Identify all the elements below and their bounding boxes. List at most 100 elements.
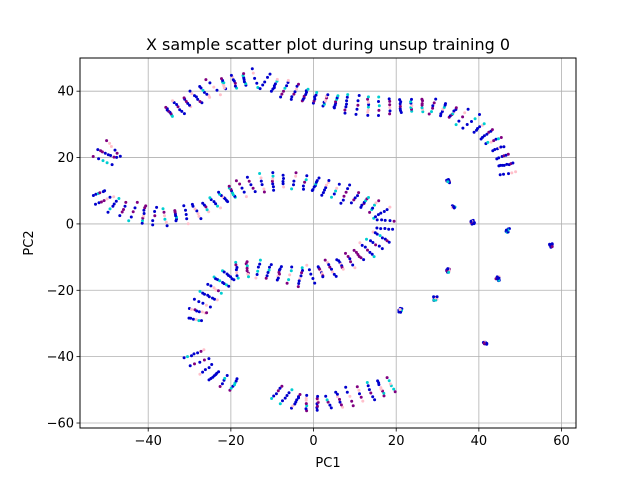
data-point — [270, 179, 274, 183]
data-point — [502, 145, 506, 149]
data-point — [329, 406, 333, 410]
data-point — [511, 161, 515, 165]
data-point — [344, 251, 347, 255]
data-point — [369, 239, 372, 243]
data-point — [105, 161, 109, 165]
data-point — [279, 265, 283, 269]
data-point — [222, 282, 226, 286]
x-tick-label: 40 — [471, 434, 488, 449]
data-point — [311, 188, 315, 192]
data-point — [378, 234, 382, 238]
data-point — [214, 288, 218, 292]
data-point — [197, 214, 201, 218]
data-point — [427, 112, 431, 116]
data-point — [204, 78, 208, 82]
data-point — [485, 132, 489, 136]
data-point — [327, 179, 331, 182]
data-point — [151, 223, 155, 227]
data-point — [432, 295, 436, 299]
data-point — [362, 258, 366, 262]
data-point — [387, 227, 391, 231]
data-point — [258, 87, 262, 91]
data-point — [377, 104, 381, 108]
data-point — [245, 269, 249, 273]
data-point — [214, 202, 218, 206]
data-point — [306, 87, 310, 91]
data-point — [304, 178, 308, 182]
data-point — [506, 152, 510, 156]
data-point — [313, 281, 317, 285]
data-point — [280, 92, 284, 96]
data-point — [323, 258, 327, 262]
data-point — [380, 247, 384, 251]
data-point — [344, 105, 348, 109]
data-point — [103, 189, 107, 193]
data-point — [444, 102, 447, 106]
data-point — [242, 190, 246, 194]
data-point — [482, 341, 486, 345]
y-tick-label: −40 — [47, 350, 74, 365]
data-point — [236, 276, 240, 280]
data-point — [379, 227, 383, 231]
data-point — [201, 301, 205, 305]
data-point — [380, 218, 384, 222]
data-point — [171, 99, 174, 103]
data-point — [182, 112, 186, 116]
data-point — [268, 72, 272, 76]
data-point — [112, 155, 116, 159]
data-point — [385, 376, 389, 380]
data-point — [385, 208, 389, 212]
data-point — [99, 149, 103, 153]
data-point — [245, 175, 249, 179]
data-point — [388, 106, 392, 110]
data-point — [142, 212, 146, 215]
data-point — [129, 215, 133, 219]
data-point — [203, 292, 206, 296]
data-point — [348, 394, 352, 398]
data-point — [338, 400, 342, 404]
data-point — [192, 297, 196, 301]
data-point — [388, 382, 392, 386]
data-point — [461, 115, 465, 119]
data-point — [112, 195, 116, 199]
data-point — [162, 210, 166, 214]
y-tick-label: −20 — [47, 284, 74, 299]
data-point — [194, 318, 198, 322]
data-point — [163, 217, 167, 221]
data-point — [133, 206, 137, 210]
data-point — [350, 399, 354, 403]
data-point — [352, 248, 356, 252]
data-point — [338, 397, 341, 401]
data-point — [388, 99, 392, 103]
data-point — [375, 218, 379, 222]
data-point — [195, 309, 199, 313]
data-point — [298, 393, 302, 396]
data-point — [482, 122, 486, 126]
data-point — [295, 398, 299, 402]
data-point — [324, 183, 328, 187]
data-point — [409, 100, 413, 104]
data-point — [398, 104, 402, 108]
data-point — [105, 197, 109, 201]
data-point — [502, 163, 506, 167]
data-point — [264, 276, 268, 280]
x-tick-label: −20 — [217, 434, 244, 449]
data-point — [97, 157, 101, 161]
data-point — [355, 107, 359, 111]
data-point — [285, 281, 289, 285]
data-point — [275, 77, 279, 81]
data-point — [182, 96, 186, 100]
x-tick-label: 60 — [553, 434, 570, 449]
data-point — [431, 106, 435, 110]
data-point — [447, 270, 451, 274]
data-point — [393, 390, 397, 394]
data-point — [472, 130, 476, 134]
data-point — [377, 114, 380, 117]
axis-ticks: −40 −20 0 20 40 60 −60 −40 −20 0 20 40 — [47, 85, 570, 449]
data-point — [253, 76, 257, 80]
data-point — [334, 274, 338, 278]
data-point — [142, 208, 146, 212]
data-point — [388, 109, 392, 113]
data-point — [470, 120, 473, 123]
chart-title: X sample scatter plot during unsup train… — [146, 35, 510, 54]
